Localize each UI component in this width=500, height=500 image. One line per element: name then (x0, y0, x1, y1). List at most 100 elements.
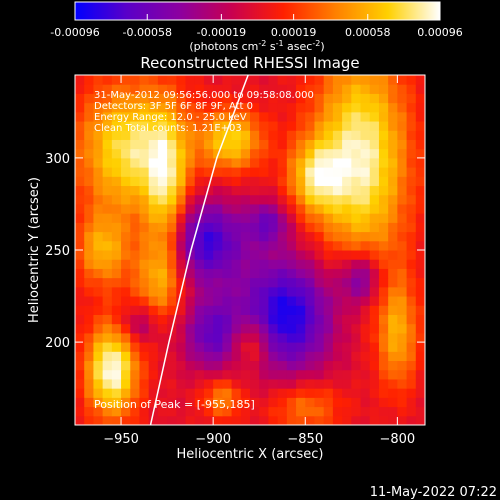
heatmap-cell (406, 296, 417, 306)
heatmap-cell (93, 176, 104, 187)
heatmap-cell (332, 277, 343, 288)
heatmap-cell (250, 84, 260, 94)
heatmap-cell (148, 397, 159, 408)
heatmap-cell (296, 259, 306, 269)
heatmap-cell (415, 231, 425, 242)
heatmap-cell (75, 222, 85, 233)
heatmap-cell (323, 84, 334, 94)
heatmap-cell (378, 139, 389, 150)
heatmap-cell (305, 415, 315, 425)
heatmap-cell (250, 259, 260, 269)
heatmap-cell (415, 185, 425, 196)
solar-limb-line (149, 75, 249, 425)
heatmap-cell (305, 388, 315, 398)
heatmap-cell (121, 185, 131, 196)
heatmap-cell (84, 268, 94, 279)
heatmap-cell (378, 296, 389, 306)
heatmap-cell (342, 286, 352, 297)
heatmap-cell (342, 351, 352, 362)
heatmap-cell (323, 360, 334, 371)
heatmap-cell (314, 231, 325, 242)
heatmap-cell (240, 342, 251, 352)
heatmap-cell (130, 369, 140, 380)
heatmap-cell (148, 157, 159, 168)
annotation-line: Detectors: 3F 5F 6F 8F 9F, Att 0 (94, 101, 253, 112)
heatmap-cell (75, 176, 85, 187)
heatmap-cell (277, 305, 288, 315)
heatmap-cell (148, 167, 159, 177)
heatmap-cell (231, 157, 242, 168)
heatmap-cell (93, 388, 104, 398)
heatmap-cell (240, 194, 251, 205)
heatmap-cell (415, 323, 425, 334)
heatmap-cell (213, 84, 223, 94)
heatmap-cell (213, 286, 223, 297)
heatmap-cell (203, 194, 214, 205)
heatmap-cell (268, 323, 279, 334)
heatmap-cell (415, 378, 425, 389)
heatmap-cell (286, 277, 297, 288)
heatmap-cell (286, 139, 297, 150)
heatmap-cell (314, 176, 325, 187)
heatmap-cell (397, 185, 408, 196)
heatmap-cell (259, 406, 269, 417)
heatmap-cell (369, 93, 380, 104)
heatmap-cell (139, 139, 150, 150)
heatmap-cell (406, 167, 417, 177)
heatmap-cell (342, 102, 352, 113)
heatmap-cell (84, 305, 94, 315)
heatmap-cell (342, 203, 352, 214)
heatmap-cell (397, 369, 408, 380)
heatmap-cell (176, 342, 187, 352)
heatmap-cell (222, 415, 233, 425)
heatmap-cell (286, 351, 297, 362)
heatmap-cell (176, 378, 187, 389)
heatmap-cell (259, 296, 269, 306)
heatmap-cell (240, 388, 251, 398)
heatmap-cell (286, 296, 297, 306)
heatmap-cell (157, 130, 168, 140)
heatmap-cell (360, 250, 371, 260)
heatmap-cell (360, 296, 371, 306)
heatmap-cell (240, 167, 251, 177)
heatmap-cell (323, 121, 334, 131)
heatmap-cell (111, 102, 122, 113)
heatmap-cell (397, 240, 408, 251)
heatmap-cell (332, 388, 343, 398)
heatmap-cell (203, 332, 214, 343)
heatmap-cell (93, 213, 104, 223)
heatmap-cell (360, 323, 371, 334)
heatmap-cell (231, 148, 242, 159)
heatmap-cell (415, 388, 425, 398)
heatmap-cell (139, 360, 150, 371)
heatmap-cell (240, 415, 251, 425)
heatmap-cell (222, 277, 233, 288)
heatmap-cell (213, 378, 223, 389)
y-tick-label: 300 (45, 152, 70, 167)
heatmap-cell (194, 406, 205, 417)
heatmap-cell (213, 93, 223, 104)
heatmap-cell (286, 406, 297, 417)
heatmap-cell (75, 213, 85, 223)
heatmap-cell (406, 388, 417, 398)
heatmap-cell (268, 157, 279, 168)
heatmap-cell (342, 157, 352, 168)
heatmap-cell (250, 213, 260, 223)
heatmap-cell (415, 194, 425, 205)
heatmap-cell (388, 277, 398, 288)
peak-position-label: Position of Peak = [-955,185] (94, 398, 255, 411)
heatmap-cell (176, 314, 187, 325)
heatmap-cell (93, 369, 104, 380)
heatmap-cell (360, 342, 371, 352)
heatmap-cell (75, 397, 85, 408)
heatmap-cell (93, 222, 104, 233)
heatmap-cell (268, 378, 279, 389)
heatmap-cell (323, 176, 334, 187)
heatmap-cell (194, 259, 205, 269)
heatmap-cell (351, 93, 362, 104)
heatmap-cell (351, 111, 362, 122)
heatmap-cell (415, 268, 425, 279)
heatmap-cell (323, 351, 334, 362)
heatmap-cell (268, 121, 279, 131)
heatmap-cell (369, 342, 380, 352)
